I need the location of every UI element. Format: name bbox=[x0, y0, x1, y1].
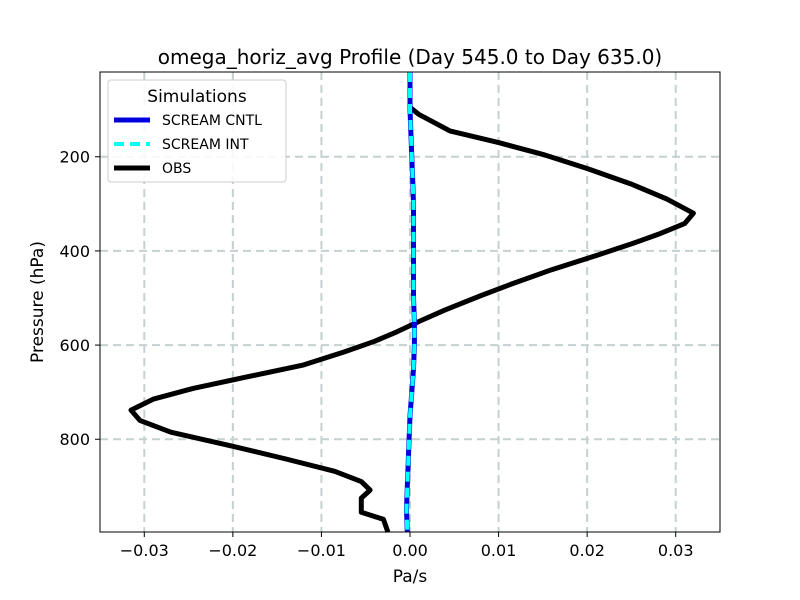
y-tick-label: 800 bbox=[59, 430, 90, 449]
chart-title: omega_horiz_avg Profile (Day 545.0 to Da… bbox=[158, 45, 662, 69]
series-line-scream-int bbox=[404, 72, 417, 533]
legend-label: SCREAM INT bbox=[162, 137, 249, 153]
series-line-obs bbox=[128, 72, 696, 533]
legend: Simulations SCREAM CNTL SCREAM INT OBS bbox=[107, 79, 287, 183]
x-tick-label: −0.01 bbox=[297, 541, 346, 560]
x-tick-label: 0.01 bbox=[481, 541, 517, 560]
x-tick-label: 0.00 bbox=[392, 541, 428, 560]
x-tick-label: −0.02 bbox=[208, 541, 257, 560]
y-axis-label: Pressure (hPa) bbox=[28, 241, 48, 363]
y-tick-label: 600 bbox=[59, 336, 90, 355]
series-layer bbox=[128, 72, 696, 533]
legend-title: Simulations bbox=[147, 87, 247, 107]
y-tick-label: 400 bbox=[59, 242, 90, 261]
legend-box bbox=[107, 79, 287, 183]
x-tick-label: 0.02 bbox=[569, 541, 605, 560]
x-tick-label: −0.03 bbox=[120, 541, 169, 560]
legend-entries: SCREAM CNTL SCREAM INT OBS bbox=[114, 113, 262, 177]
y-axis-ticks: 200 400 600 800 bbox=[59, 148, 100, 449]
x-axis-ticks: −0.03 −0.02 −0.01 0.00 0.01 0.02 0.03 bbox=[120, 532, 694, 560]
x-axis-label: Pa/s bbox=[393, 567, 428, 587]
legend-label: OBS bbox=[162, 161, 191, 177]
y-tick-label: 200 bbox=[59, 148, 90, 167]
x-tick-label: 0.03 bbox=[658, 541, 694, 560]
legend-label: SCREAM CNTL bbox=[162, 113, 262, 129]
